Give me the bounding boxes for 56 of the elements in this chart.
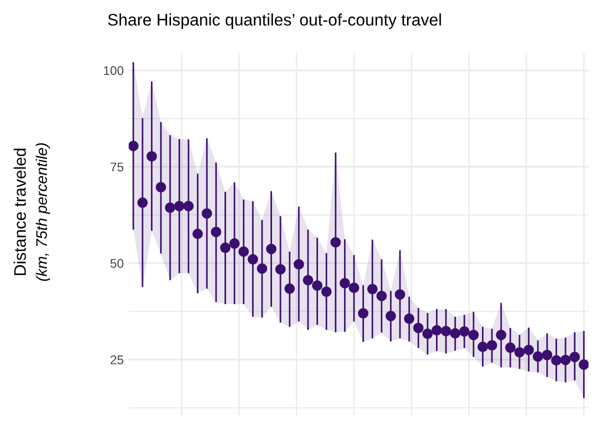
- point: [358, 308, 368, 319]
- point: [560, 354, 571, 366]
- point: [229, 238, 240, 249]
- point: [367, 284, 378, 294]
- point: [532, 351, 544, 362]
- point: [348, 282, 360, 294]
- y-tick-label: 50: [110, 258, 124, 268]
- point: [256, 263, 268, 274]
- point: [202, 208, 212, 219]
- point: [248, 254, 258, 265]
- point: [459, 326, 470, 337]
- point: [542, 350, 552, 360]
- point: [440, 326, 452, 336]
- y-tick-label: 100: [104, 66, 124, 76]
- point: [164, 202, 176, 213]
- point: [450, 328, 460, 339]
- point: [238, 246, 249, 257]
- point: [340, 278, 350, 288]
- chart-title: Share Hispanic quantiles’ out-of-county travel: [108, 13, 441, 29]
- point: [569, 352, 580, 362]
- y-axis-title: Distance traveled (km, 75th percentile): [14, 143, 50, 281]
- point: [312, 280, 322, 291]
- point: [413, 322, 424, 334]
- point: [137, 197, 148, 208]
- point: [505, 342, 516, 353]
- y-tick-label: 75: [110, 162, 124, 172]
- point: [174, 200, 185, 212]
- point: [551, 355, 562, 366]
- point: [275, 264, 286, 275]
- point: [192, 228, 203, 240]
- point: [266, 244, 276, 254]
- y-tick-label: 25: [110, 355, 124, 364]
- point: [478, 342, 488, 352]
- point: [524, 344, 534, 356]
- point: [394, 289, 406, 300]
- point: [284, 283, 295, 294]
- point: [302, 274, 314, 286]
- point: [578, 359, 588, 370]
- point: [404, 314, 414, 324]
- point: [321, 286, 332, 297]
- point: [128, 140, 139, 152]
- point: [220, 242, 230, 253]
- point: [330, 237, 341, 248]
- point: [183, 200, 194, 212]
- point: [432, 325, 442, 336]
- point: [210, 226, 222, 238]
- point: [386, 310, 396, 322]
- point: [496, 330, 506, 340]
- point: [468, 330, 479, 340]
- point: [156, 182, 166, 192]
- point: [146, 151, 157, 162]
- point: [422, 328, 433, 339]
- point: [514, 347, 525, 358]
- point: [486, 340, 498, 351]
- point: [376, 290, 387, 302]
- point: [294, 259, 304, 270]
